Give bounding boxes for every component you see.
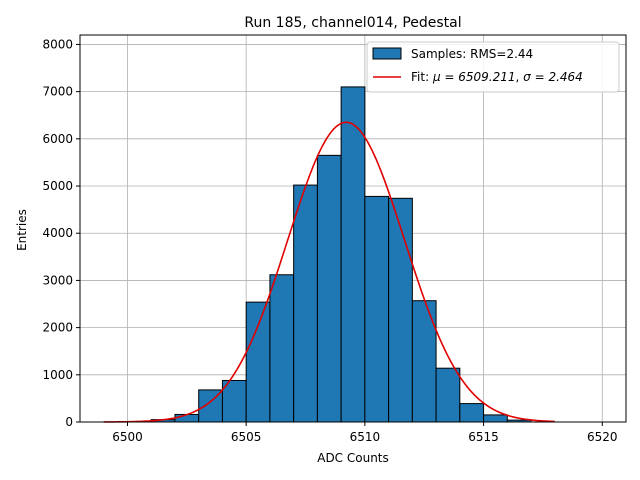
x-axis-ticks: 6500 6505 6510 6515 6520 (112, 422, 618, 444)
histogram-bar (483, 414, 508, 423)
legend-box (366, 41, 620, 93)
histogram-bar (388, 197, 413, 423)
legend-label-samples: Samples: RMS=2.44 (411, 47, 533, 61)
histogram-bar (364, 195, 390, 423)
histogram-bar (435, 367, 461, 423)
x-axis-label: ADC Counts (317, 451, 389, 465)
y-tick-label: 3000 (42, 273, 73, 287)
x-tick-label: 6500 (112, 430, 143, 444)
legend: Samples: RMS=2.44 Fit: μ = 6509.211, σ =… (366, 41, 620, 93)
y-tick-label: 7000 (42, 85, 73, 99)
y-tick-label: 6000 (42, 132, 73, 146)
histogram-bar (340, 86, 366, 423)
histogram-bar (269, 274, 295, 423)
y-tick-label: 4000 (42, 226, 73, 240)
legend-label-fit: Fit: μ = 6509.211, σ = 2.464 (411, 70, 583, 84)
y-tick-label: 2000 (42, 321, 73, 335)
fit-curve (103, 121, 555, 423)
y-tick-label: 5000 (42, 179, 73, 193)
y-axis-ticks: 0 1000 2000 3000 4000 5000 6000 7000 8000 (42, 37, 80, 429)
histogram-bar (459, 403, 485, 423)
y-tick-label: 0 (65, 415, 73, 429)
histogram-bar (411, 300, 437, 423)
x-tick-label: 6520 (587, 430, 618, 444)
y-axis-label: Entries (15, 209, 29, 251)
x-tick-label: 6510 (350, 430, 381, 444)
histogram-bar (316, 154, 342, 423)
y-tick-label: 1000 (42, 368, 73, 382)
legend-swatch-samples (372, 47, 402, 60)
histogram-bar (174, 413, 200, 423)
histogram-bar (293, 184, 318, 423)
y-tick-label: 8000 (42, 37, 73, 51)
chart-title: Run 185, channel014, Pedestal (244, 15, 461, 31)
x-tick-label: 6505 (231, 430, 262, 444)
histogram-bar (245, 301, 271, 423)
plot-frame (79, 34, 627, 423)
x-tick-label: 6515 (468, 430, 499, 444)
histogram-bars (150, 86, 532, 423)
